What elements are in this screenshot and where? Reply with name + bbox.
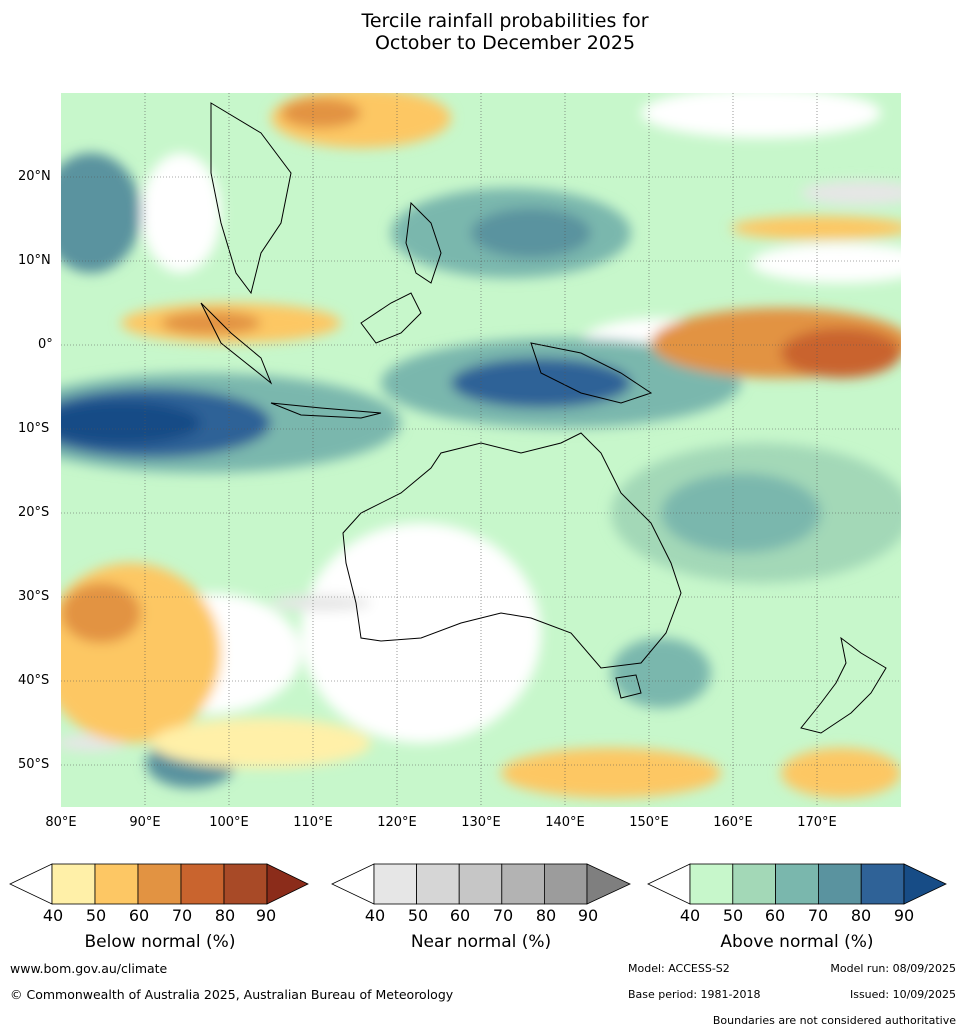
lat-label-10s: 10°S <box>18 421 50 436</box>
near-normal-colorbar-bin <box>458 863 503 905</box>
above-normal-colorbar-under <box>647 863 691 905</box>
lat-label-30s: 30°S <box>18 589 50 604</box>
lon-label-110e: 110°E <box>293 815 333 830</box>
below-tick-90: 90 <box>255 906 277 925</box>
tasmania-outline <box>615 674 642 699</box>
above-normal-colorbar-bin <box>732 863 776 905</box>
issued-date: Issued: 10/09/2025 <box>849 988 956 1001</box>
above-normal-legend-title: Above normal (%) <box>720 932 874 952</box>
model-run-date: Model run: 08/09/2025 <box>830 962 956 975</box>
near-tick-60: 60 <box>449 906 471 925</box>
lon-label-130e: 130°E <box>461 815 501 830</box>
lat-label-40s: 40°S <box>18 673 50 688</box>
lon-label-140e: 140°E <box>545 815 585 830</box>
lon-label-160e: 160°E <box>713 815 753 830</box>
below-normal-colorbar-bin <box>94 863 139 905</box>
website-url: www.bom.gov.au/climate <box>10 961 168 976</box>
title-line-2: October to December 2025 <box>374 32 636 54</box>
below-normal-colorbar-bin <box>180 863 225 905</box>
sumatra-outline <box>200 302 273 385</box>
new-guinea-outline <box>530 342 653 404</box>
below-tick-50: 50 <box>85 906 107 925</box>
boundaries-disclaimer: Boundaries are not considered authoritat… <box>712 1014 956 1027</box>
title-line-1: Tercile rainfall probabilities for <box>361 10 649 32</box>
above-tick-90: 90 <box>893 906 915 925</box>
near-tick-90: 90 <box>577 906 599 925</box>
above-normal-colorbar-bin <box>775 863 819 905</box>
map-title: Tercile rainfall probabilities for Octob… <box>0 10 965 54</box>
above-normal-colorbar <box>647 863 947 905</box>
below-tick-80: 80 <box>214 906 236 925</box>
base-period: Base period: 1981-2018 <box>628 988 761 1001</box>
lon-label-150e: 150°E <box>629 815 669 830</box>
above-tick-80: 80 <box>850 906 872 925</box>
new-zealand-outline <box>800 636 887 734</box>
near-normal-colorbar-bin <box>501 863 545 905</box>
near-normal-colorbar-bin <box>416 863 460 905</box>
philippines-outline <box>405 201 442 284</box>
above-tick-50: 50 <box>722 906 744 925</box>
model-name: Model: ACCESS-S2 <box>628 962 730 975</box>
lon-label-170e: 170°E <box>797 815 837 830</box>
near-tick-40: 40 <box>364 906 386 925</box>
graticule <box>61 93 901 807</box>
australia-outline <box>342 432 682 669</box>
below-normal-colorbar-bin <box>137 863 182 905</box>
near-tick-70: 70 <box>492 906 514 925</box>
lat-label-equator: 0° <box>38 337 53 352</box>
near-tick-80: 80 <box>535 906 557 925</box>
coastlines <box>200 102 887 734</box>
above-normal-colorbar-bin <box>860 863 905 905</box>
rainfall-probability-map <box>61 93 901 807</box>
near-normal-colorbar-over <box>586 863 631 905</box>
below-normal-colorbar-over <box>266 863 309 905</box>
near-tick-50: 50 <box>407 906 429 925</box>
above-tick-40: 40 <box>679 906 701 925</box>
below-normal-colorbar-bin <box>223 863 268 905</box>
near-normal-colorbar-bin <box>544 863 588 905</box>
near-normal-colorbar-under <box>331 863 375 905</box>
java-outline <box>270 402 382 419</box>
lat-label-50s: 50°S <box>18 757 50 772</box>
colorbar-legends <box>9 863 947 905</box>
near-normal-colorbar <box>331 863 631 905</box>
lon-label-100e: 100°E <box>209 815 249 830</box>
below-normal-legend-title: Below normal (%) <box>84 932 236 952</box>
below-tick-40: 40 <box>42 906 64 925</box>
below-normal-colorbar-bin <box>51 863 96 905</box>
above-normal-colorbar-bin <box>818 863 862 905</box>
below-normal-colorbar-under <box>9 863 53 905</box>
lon-label-90e: 90°E <box>129 815 161 830</box>
lon-label-120e: 120°E <box>377 815 417 830</box>
above-tick-70: 70 <box>807 906 829 925</box>
below-tick-60: 60 <box>128 906 150 925</box>
lon-label-80e: 80°E <box>45 815 77 830</box>
mainland-asia-outline <box>210 102 292 295</box>
near-normal-legend-title: Near normal (%) <box>410 932 552 952</box>
above-normal-colorbar-over <box>903 863 947 905</box>
below-tick-70: 70 <box>171 906 193 925</box>
above-tick-60: 60 <box>764 906 786 925</box>
lat-label-10n: 10°N <box>18 253 51 268</box>
lat-label-20s: 20°S <box>18 505 50 520</box>
above-normal-colorbar-bin <box>689 863 734 905</box>
near-normal-colorbar-bin <box>373 863 417 905</box>
below-normal-colorbar <box>9 863 309 905</box>
lat-label-20n: 20°N <box>18 169 51 184</box>
borneo-outline <box>360 292 422 344</box>
copyright-notice: © Commonwealth of Australia 2025, Austra… <box>10 987 454 1002</box>
